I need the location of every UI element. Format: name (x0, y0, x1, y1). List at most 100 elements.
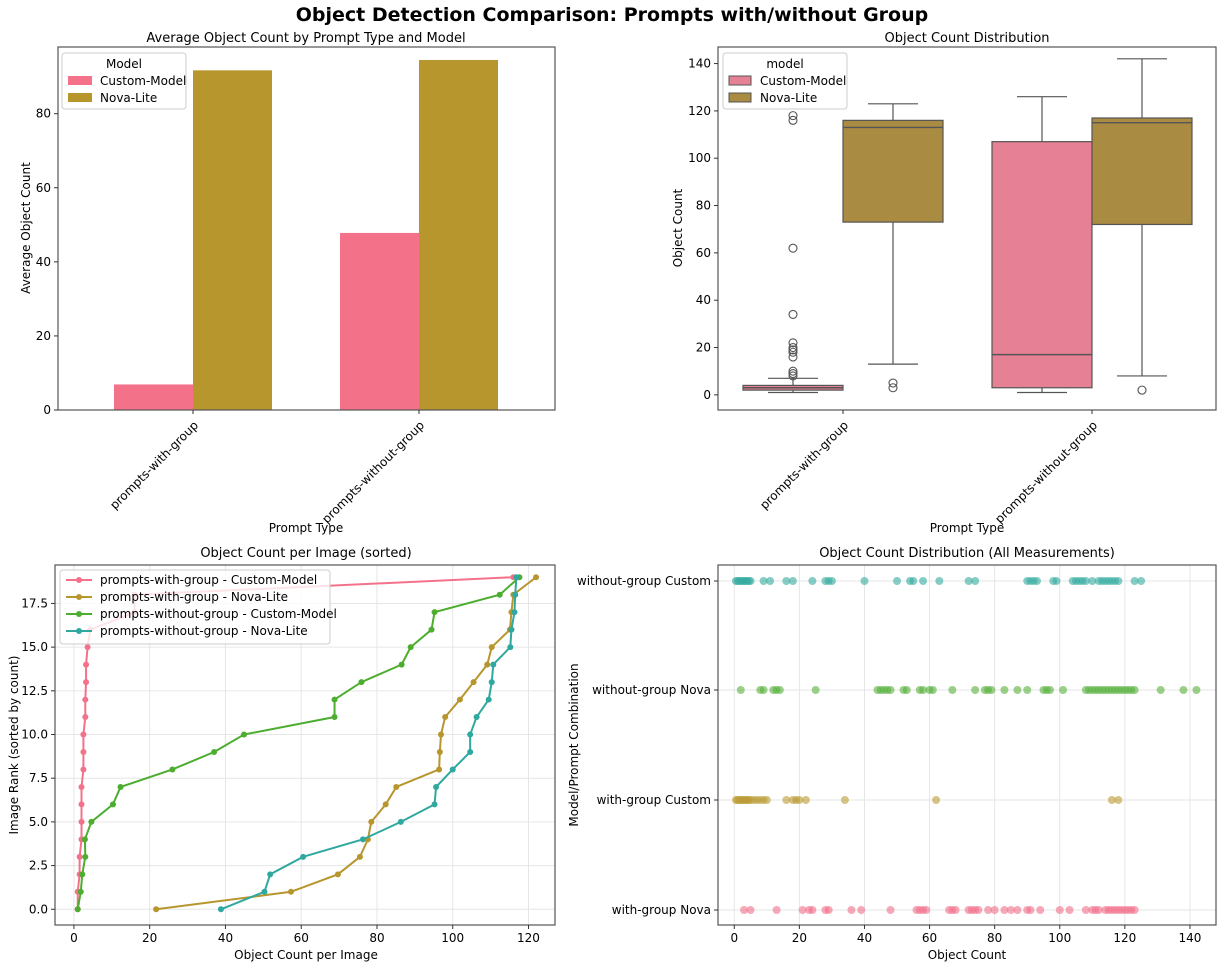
scatter-point (782, 577, 791, 585)
data-point (81, 836, 88, 843)
x-tick-label: 40 (857, 931, 872, 945)
scatter-point (893, 577, 902, 585)
data-point (511, 609, 518, 616)
y-tick-label: 40 (696, 293, 711, 307)
scatter-point (1107, 796, 1116, 804)
y-tick-label: 7.5 (29, 771, 48, 785)
scatter-chart-title: Object Count Distribution (All Measureme… (819, 546, 1115, 561)
series-3 (217, 574, 520, 913)
data-point (467, 731, 474, 738)
data-point (82, 714, 89, 721)
data-point (382, 801, 389, 808)
data-point (76, 853, 83, 860)
data-point (211, 748, 218, 755)
scatter-point (1036, 906, 1045, 914)
data-point (488, 679, 495, 686)
y-tick-label: 0.0 (29, 902, 48, 916)
data-point (261, 888, 268, 895)
scatter-point (902, 686, 911, 694)
scatter-point (860, 577, 869, 585)
data-point (80, 766, 87, 773)
scatter-point (1013, 906, 1022, 914)
scatter-series-without-group-custom (731, 577, 1146, 585)
data-point (241, 731, 248, 738)
box-nova-lite-prompts-with-group (842, 103, 944, 393)
scatter-point (922, 906, 931, 914)
data-point (496, 591, 503, 598)
scatter-point (795, 796, 804, 804)
scatter-point (746, 906, 755, 914)
data-point (217, 906, 224, 913)
scatter-point (1192, 686, 1201, 694)
data-point (513, 574, 520, 581)
legend-swatch-0 (68, 76, 92, 85)
outlier-point (788, 352, 798, 362)
scatter-point (1088, 577, 1097, 585)
scatter-point (1013, 686, 1022, 694)
data-point (331, 714, 338, 721)
bar-custom-model-prompts-without-group (340, 232, 419, 410)
box-chart-title: Object Count Distribution (884, 31, 1049, 46)
box-nova-lite-prompts-without-group (1091, 58, 1193, 395)
scatter-point (1023, 686, 1032, 694)
scatter-point (984, 906, 993, 914)
data-point (508, 626, 515, 633)
bar-custom-model-prompts-with-group (114, 384, 193, 410)
series-line (156, 576, 537, 911)
outlier-point (788, 338, 798, 348)
bar-nova-lite-prompts-without-group (419, 59, 498, 410)
y-tick-label: 100 (688, 151, 711, 165)
bar-chart-xlabel: Prompt Type (269, 521, 343, 535)
box-custom-model-prompts-with-group (742, 111, 844, 394)
x-tick-label: prompts-without-group (992, 418, 1100, 526)
series-2 (74, 574, 523, 913)
outlier-point (788, 111, 798, 121)
bar-chart-panel: Average Object Count by Prompt Type and … (19, 31, 556, 535)
box-chart-panel: Object Count Distribution Prompt Type Ob… (671, 31, 1217, 535)
data-point (82, 696, 89, 703)
scatter-point (775, 686, 784, 694)
data-point (437, 731, 444, 738)
legend-label: prompts-with-group - Nova-Lite (100, 590, 288, 604)
data-point (88, 818, 95, 825)
x-tick-label: 80 (987, 931, 1002, 945)
scatter-point (935, 577, 944, 585)
scatter-point (1130, 686, 1139, 694)
legend-marker (76, 611, 82, 617)
scatter-point (1065, 906, 1074, 914)
outlier-point (788, 347, 798, 357)
data-point (359, 836, 366, 843)
scatter-point (886, 906, 895, 914)
legend-label: prompts-with-group - Custom-Model (100, 573, 317, 587)
outlier-point (788, 243, 798, 253)
scatter-point (1137, 577, 1146, 585)
y-tick-label: 17.5 (21, 596, 48, 610)
legend-label: Nova-Lite (100, 91, 157, 105)
data-point (356, 853, 363, 860)
y-tick-label: 120 (688, 104, 711, 118)
scatter-point (746, 577, 755, 585)
figure-title: Object Detection Comparison: Prompts wit… (295, 4, 929, 26)
scatter-point (919, 686, 928, 694)
data-point (488, 644, 495, 651)
legend-marker (76, 628, 82, 634)
scatter-point (1081, 577, 1090, 585)
scatter-point (827, 577, 836, 585)
data-point (533, 574, 540, 581)
scatter-point (1046, 686, 1054, 694)
data-point (78, 818, 85, 825)
x-tick-label: 120 (1113, 931, 1136, 945)
legend-label: prompts-without-group - Custom-Model (100, 607, 337, 621)
data-point (169, 766, 176, 773)
scatter-point (1130, 577, 1139, 585)
y-tick-label: 60 (696, 246, 711, 260)
data-point (83, 679, 90, 686)
x-tick-label: prompts-with-group (107, 418, 201, 512)
data-point (431, 609, 438, 616)
outlier-point (788, 369, 798, 379)
data-point (456, 696, 463, 703)
y-tick-label: 20 (36, 329, 51, 343)
legend-title: Model (106, 57, 142, 71)
scatter-point (740, 906, 749, 914)
